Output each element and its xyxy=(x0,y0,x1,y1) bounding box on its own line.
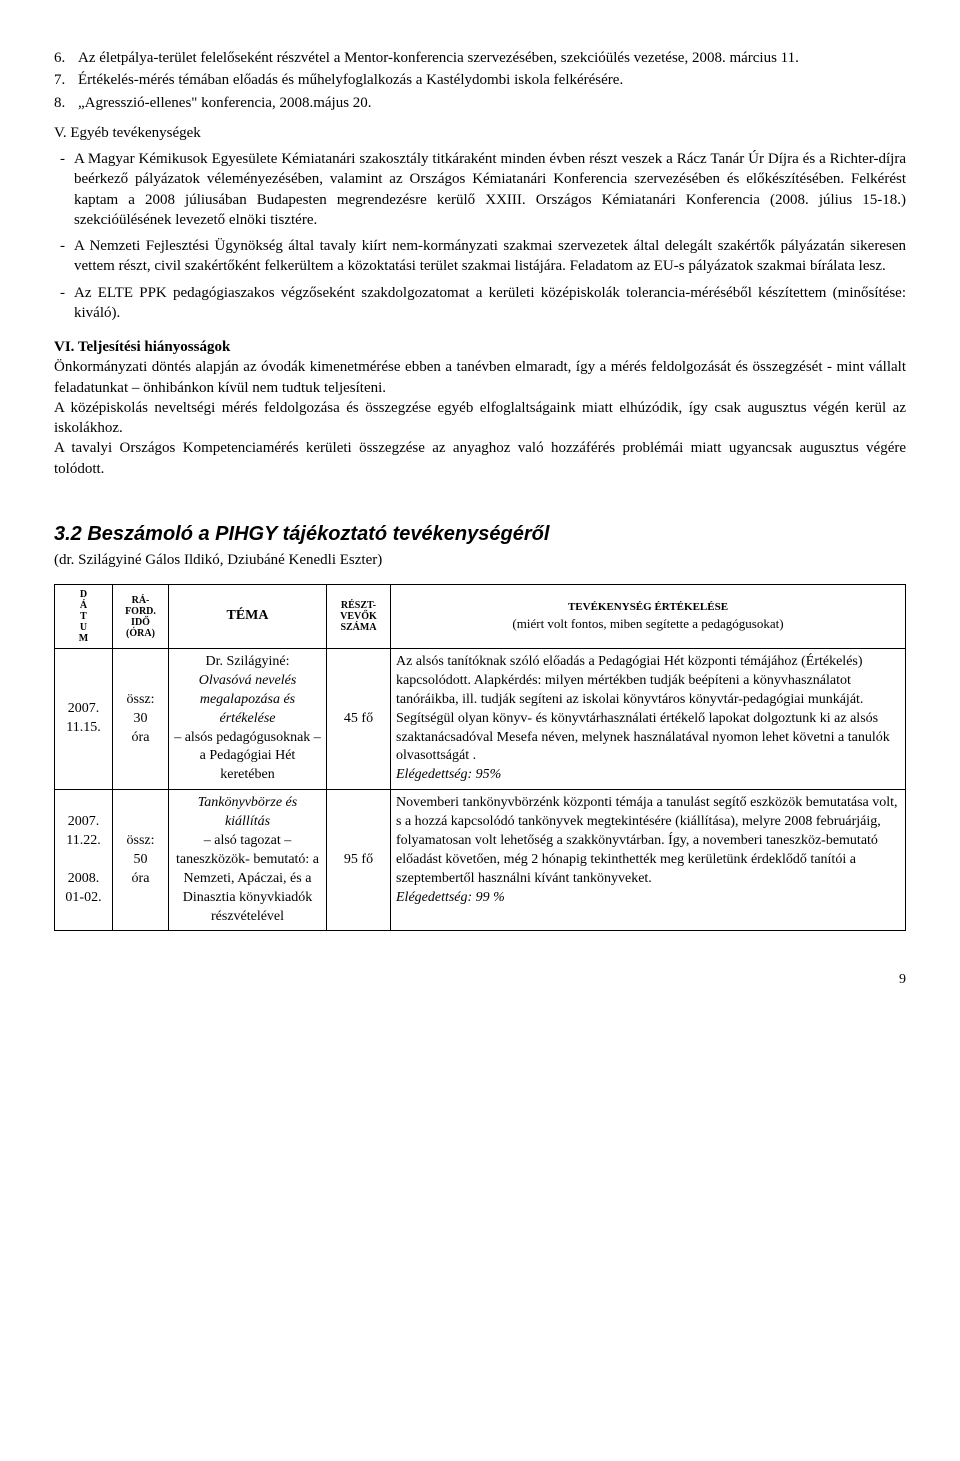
dash-text: Az ELTE PPK pedagógiaszakos végzőseként … xyxy=(74,285,906,321)
eval-satisfaction: Elégedettség: 95% xyxy=(396,767,501,782)
list-number: 6. xyxy=(54,48,78,68)
th-part-l2: VEVŐK xyxy=(340,611,377,622)
section-3-2-subtitle: (dr. Szilágyiné Gálos Ildikó, Dziubáné K… xyxy=(54,550,906,570)
activity-table: D Á T U M RÁ- FORD. IDŐ (ÓRA) TÉMA RÉSZT… xyxy=(54,584,906,931)
th-time-l2: FORD. xyxy=(125,606,156,617)
list-text: „Agresszió-ellenes" konferencia, 2008.má… xyxy=(78,95,372,111)
th-part-label: RÉSZT- VEVŐK SZÁMA xyxy=(332,600,385,633)
list-text: Az életpálya-terület felelőseként részvé… xyxy=(78,50,799,66)
topic-rest: – alsós pedagógusoknak – a Pedagógiai Hé… xyxy=(174,730,321,783)
table-header-row: D Á T U M RÁ- FORD. IDŐ (ÓRA) TÉMA RÉSZT… xyxy=(55,585,906,649)
list-item-8: 8.„Agresszió-ellenes" konferencia, 2008.… xyxy=(54,93,906,113)
topic-head: Dr. Szilágyiné: xyxy=(206,654,290,669)
list-item-6: 6.Az életpálya-terület felelőseként rész… xyxy=(54,48,906,68)
cell-date: 2007. 11.22. 2008. 01-02. xyxy=(55,790,113,931)
dash-marker: - xyxy=(60,236,74,256)
cell-date: 2007. 11.15. xyxy=(55,649,113,790)
list-text: Értékelés-mérés témában előadás és műhel… xyxy=(78,72,623,88)
th-part-l3: SZÁMA xyxy=(340,622,376,633)
dash-text: A Nemzeti Fejlesztési Ügynökség által ta… xyxy=(74,238,906,274)
table-row: 2007. 11.15. össz: 30 óra Dr. Szilágyiné… xyxy=(55,649,906,790)
th-time-label: RÁ- FORD. IDŐ (ÓRA) xyxy=(118,595,163,639)
eval-text: Novemberi tankönyvbörzénk központi témáj… xyxy=(396,795,898,886)
cell-time: össz: 50 óra xyxy=(113,790,169,931)
cell-participants: 95 fő xyxy=(327,790,391,931)
cell-participants: 45 fő xyxy=(327,649,391,790)
cell-time: össz: 30 óra xyxy=(113,649,169,790)
th-eval-top: TEVÉKENYSÉG ÉRTÉKELÉSE xyxy=(396,600,900,615)
dash-marker: - xyxy=(60,283,74,303)
section-vi-title: VI. Teljesítési hiányosságok xyxy=(54,337,906,357)
dash-text: A Magyar Kémikusok Egyesülete Kémiatanár… xyxy=(74,151,906,228)
dash-item-1: -A Magyar Kémikusok Egyesülete Kémiataná… xyxy=(54,149,906,230)
list-item-7: 7.Értékelés-mérés témában előadás és műh… xyxy=(54,70,906,90)
th-time-l4: (ÓRA) xyxy=(126,628,155,639)
cell-topic: Tankönyvbörze és kiállítás – alsó tagoza… xyxy=(169,790,327,931)
section-3-2-title: 3.2 Beszámoló a PIHGY tájékoztató tevéke… xyxy=(54,521,906,548)
eval-satisfaction: Elégedettség: 99 % xyxy=(396,890,505,905)
th-eval-bot: (miért volt fontos, miben segítette a pe… xyxy=(396,615,900,633)
section-vi-p1: Önkormányzati döntés alapján az óvodák k… xyxy=(54,357,906,398)
dash-item-2: -A Nemzeti Fejlesztési Ügynökség által t… xyxy=(54,236,906,277)
th-participants: RÉSZT- VEVŐK SZÁMA xyxy=(327,585,391,649)
dash-marker: - xyxy=(60,149,74,169)
th-time-l3: IDŐ xyxy=(131,617,150,628)
section-vi-p2: A középiskolás neveltségi mérés feldolgo… xyxy=(54,398,906,439)
th-evaluation: TEVÉKENYSÉG ÉRTÉKELÉSE (miért volt fonto… xyxy=(391,585,906,649)
topic-rest: – alsó tagozat – taneszközök- bemutató: … xyxy=(176,833,319,924)
th-time: RÁ- FORD. IDŐ (ÓRA) xyxy=(113,585,169,649)
cell-evaluation: Az alsós tanítóknak szóló előadás a Peda… xyxy=(391,649,906,790)
eval-text: Az alsós tanítóknak szóló előadás a Peda… xyxy=(396,654,890,763)
th-topic-label: TÉMA xyxy=(227,608,269,623)
topic-sub: Olvasóvá nevelés megalapozása és értékel… xyxy=(199,673,297,726)
dash-item-3: -Az ELTE PPK pedagógiaszakos végzőseként… xyxy=(54,283,906,324)
topic-sub: Tankönyvbörze és kiállítás xyxy=(198,795,297,829)
section-v-title: V. Egyéb tevékenységek xyxy=(54,123,906,143)
cell-evaluation: Novemberi tankönyvbörzénk központi témáj… xyxy=(391,790,906,931)
table-row: 2007. 11.22. 2008. 01-02. össz: 50 óra T… xyxy=(55,790,906,931)
th-topic: TÉMA xyxy=(169,585,327,649)
page-number: 9 xyxy=(54,971,906,990)
list-number: 8. xyxy=(54,93,78,113)
cell-topic: Dr. Szilágyiné: Olvasóvá nevelés megalap… xyxy=(169,649,327,790)
th-date-label: D Á T U M xyxy=(60,589,107,644)
th-time-l1: RÁ- xyxy=(132,595,150,606)
section-vi-p3: A tavalyi Országos Kompetenciamérés kerü… xyxy=(54,438,906,479)
th-part-l1: RÉSZT- xyxy=(341,600,376,611)
list-number: 7. xyxy=(54,70,78,90)
th-date: D Á T U M xyxy=(55,585,113,649)
